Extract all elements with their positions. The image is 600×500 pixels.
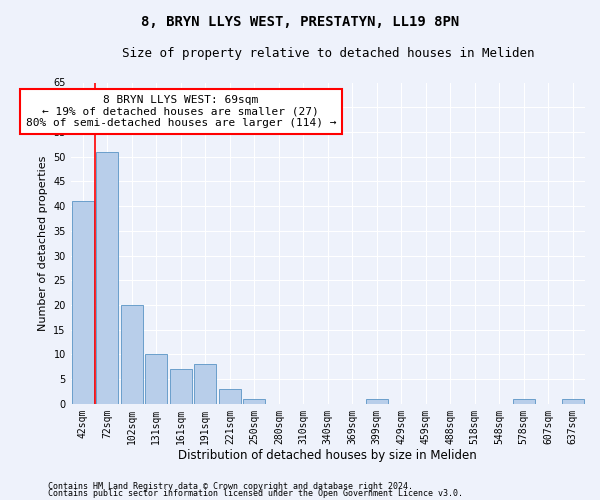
Bar <box>121 305 143 404</box>
Bar <box>243 399 265 404</box>
Text: Contains public sector information licensed under the Open Government Licence v3: Contains public sector information licen… <box>48 489 463 498</box>
Title: Size of property relative to detached houses in Meliden: Size of property relative to detached ho… <box>122 48 534 60</box>
Text: 8 BRYN LLYS WEST: 69sqm
← 19% of detached houses are smaller (27)
80% of semi-de: 8 BRYN LLYS WEST: 69sqm ← 19% of detache… <box>26 95 336 128</box>
Bar <box>145 354 167 404</box>
Bar <box>97 152 118 404</box>
Bar <box>366 399 388 404</box>
Text: Contains HM Land Registry data © Crown copyright and database right 2024.: Contains HM Land Registry data © Crown c… <box>48 482 413 491</box>
Bar <box>513 399 535 404</box>
X-axis label: Distribution of detached houses by size in Meliden: Distribution of detached houses by size … <box>178 450 477 462</box>
Bar <box>72 201 94 404</box>
Bar <box>194 364 217 404</box>
Y-axis label: Number of detached properties: Number of detached properties <box>38 156 47 331</box>
Text: 8, BRYN LLYS WEST, PRESTATYN, LL19 8PN: 8, BRYN LLYS WEST, PRESTATYN, LL19 8PN <box>141 15 459 29</box>
Bar <box>170 369 192 404</box>
Bar <box>562 399 584 404</box>
Bar <box>219 389 241 404</box>
